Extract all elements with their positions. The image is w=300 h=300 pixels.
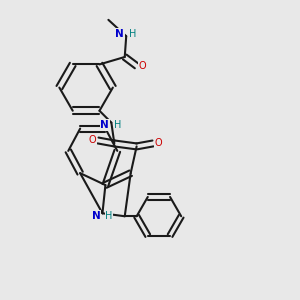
Text: O: O bbox=[154, 138, 162, 148]
Text: O: O bbox=[138, 61, 146, 71]
Text: N: N bbox=[100, 120, 109, 130]
Text: H: H bbox=[105, 211, 113, 221]
Text: H: H bbox=[129, 29, 136, 39]
Text: N: N bbox=[92, 211, 100, 221]
Text: O: O bbox=[89, 136, 96, 146]
Text: H: H bbox=[114, 120, 122, 130]
Text: N: N bbox=[115, 29, 124, 39]
